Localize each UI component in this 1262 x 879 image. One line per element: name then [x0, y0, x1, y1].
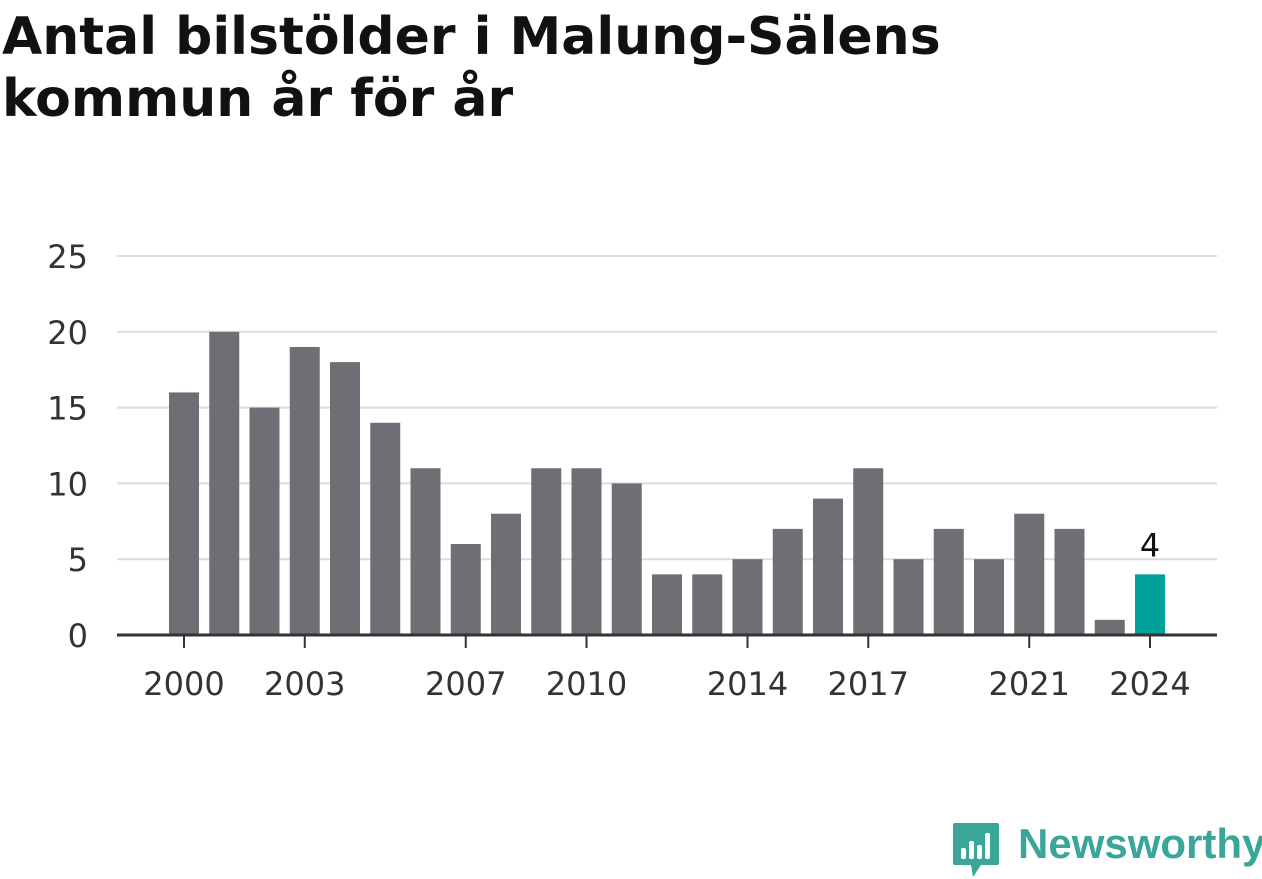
x-tick-label: 2010	[546, 665, 627, 703]
x-tick-label: 2024	[1109, 665, 1190, 703]
bar-2021	[1014, 513, 1045, 635]
grid-lines	[117, 255, 1217, 561]
bar-2024	[1135, 574, 1165, 635]
bar-2018	[893, 559, 924, 635]
brand-name: Newsworthy	[1018, 820, 1262, 867]
bar-2013	[692, 574, 723, 635]
bar-2003	[289, 346, 320, 635]
y-tick-label: 15	[47, 390, 88, 428]
bar-2016	[813, 498, 843, 635]
bar-2002	[249, 407, 280, 635]
y-tick-label: 5	[68, 541, 88, 579]
bar-2022	[1054, 528, 1085, 635]
data-labels: 4	[1140, 526, 1160, 564]
bar-2015	[772, 528, 803, 635]
bar-2004	[330, 362, 360, 635]
chart-title: Antal bilstölder i Malung-Sälens kommun …	[2, 7, 941, 129]
x-tick-label: 2003	[264, 665, 345, 703]
y-tick-label: 0	[68, 617, 88, 655]
bars	[169, 331, 1165, 635]
bar-2010	[571, 468, 602, 635]
bar-2008	[491, 513, 521, 635]
x-tick-label: 2021	[989, 665, 1070, 703]
y-tick-label: 25	[47, 238, 88, 276]
newsworthy-chart-bubble-icon	[953, 823, 999, 877]
y-tick-label: 20	[47, 314, 88, 352]
data-label-2024: 4	[1140, 526, 1160, 564]
bar-2006	[410, 468, 441, 635]
y-tick-label: 10	[47, 465, 88, 503]
y-axis-tick-labels: 0 5 10 15 20 25	[47, 238, 88, 655]
bar-2020	[974, 559, 1004, 635]
bar-2007	[450, 544, 481, 635]
x-tick-label: 2000	[143, 665, 224, 703]
bar-2019	[933, 528, 964, 635]
x-tick-label: 2014	[707, 665, 788, 703]
bar-2005	[370, 422, 401, 635]
bar-2009	[531, 468, 562, 635]
bar-2014	[732, 559, 763, 635]
bar-2001	[209, 331, 240, 635]
bar-2000	[169, 392, 199, 635]
x-tick-label: 2017	[828, 665, 909, 703]
newsworthy-logo: Newsworthy	[951, 819, 1262, 879]
x-tick-label: 2007	[425, 665, 506, 703]
bar-2017	[853, 468, 884, 635]
bar-2023	[1094, 619, 1125, 635]
bar-2011	[611, 483, 642, 635]
x-axis-ticks: 2000 2003 2007 2010 2014 2017 2021 2024	[143, 635, 1191, 703]
bar-2012	[652, 574, 682, 635]
